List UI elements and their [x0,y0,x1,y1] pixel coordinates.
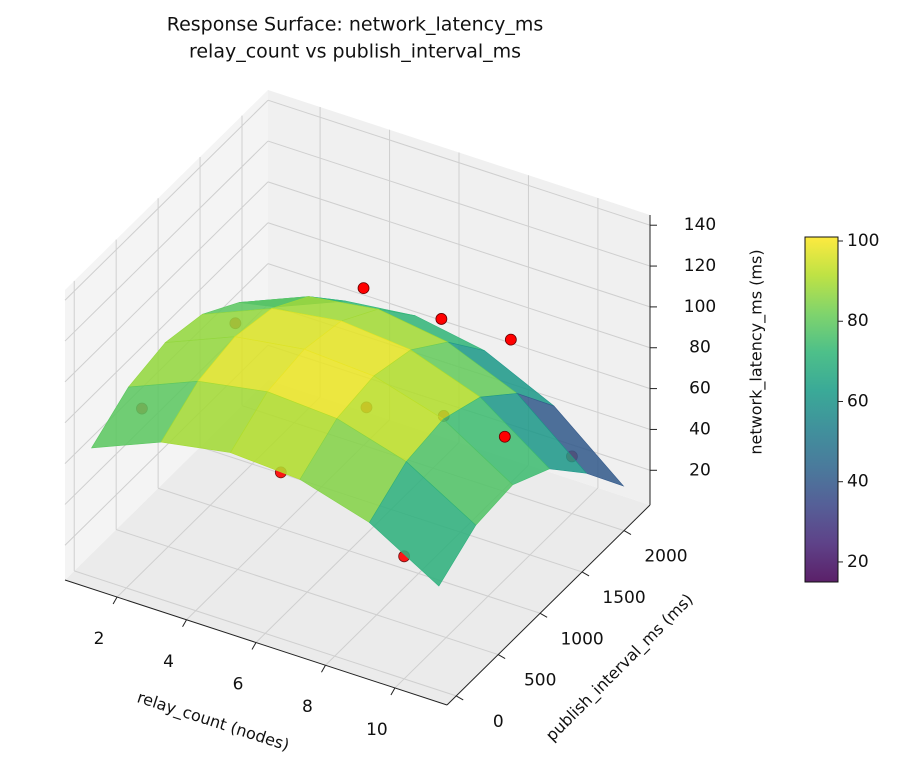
x-tick-label: 8 [302,697,313,717]
z-tick-label: 60 [689,379,711,399]
grid-line [74,570,457,697]
grid-line [64,181,269,383]
y-tick-label: 2000 [644,547,687,567]
y-tick [539,612,548,618]
colorbar [804,236,839,583]
z-tick-label: 100 [684,297,716,317]
y-axis [446,504,651,706]
grid-line [267,140,651,267]
grid-line [394,487,599,689]
x-axis-label: relay_count (nodes) [135,687,292,755]
y-tick-label: 1000 [560,629,603,649]
z-tick-label: 80 [689,338,711,358]
grid-line [267,181,651,308]
grid-line [64,222,269,424]
grid-line [64,99,269,301]
chart-subtitle: relay_count vs publish_interval_ms [189,41,521,63]
data-point [498,430,511,443]
z-tick-label: 120 [684,256,716,276]
y-tick [623,530,632,536]
y-tick [581,571,590,577]
grid-line [116,529,499,656]
colorbar-tick-label: 100 [847,231,879,251]
colorbar-tick-label: 80 [847,311,869,331]
z-axis-label: network_latency_ms (ms) [747,249,767,454]
data-point [504,333,517,346]
x-tick [112,596,118,605]
x-tick [182,619,187,628]
z-tick-label: 40 [689,419,711,439]
surface-patch [369,461,477,587]
grid-line [64,140,269,342]
x-tick [390,687,396,696]
colorbar-tick-label: 40 [847,472,869,492]
z-tick-label: 20 [689,460,711,480]
y-tick-label: 500 [524,671,556,691]
y-tick [455,695,464,701]
x-axis [64,579,448,706]
y-tick [497,654,506,660]
x-tick-label: 2 [94,629,105,649]
grid-line [267,222,651,349]
grid-line [267,99,651,226]
x-tick-label: 4 [163,652,174,672]
data-point [435,313,448,325]
x-tick-label: 6 [233,675,244,695]
x-tick [251,642,257,650]
data-point [357,282,370,295]
grid-line [157,487,541,614]
colorbar-tick-label: 20 [847,552,869,572]
colorbar-tick-label: 60 [847,391,869,411]
x-tick [321,664,326,673]
y-tick-label: 0 [493,712,504,732]
z-tick-label: 140 [684,215,716,235]
y-tick-label: 1500 [602,588,645,608]
y-axis-label: publish_interval_ms (ms) [542,590,698,746]
chart-title: Response Surface: network_latency_ms [167,14,543,36]
x-tick-label: 10 [366,720,388,740]
grid-line [267,263,651,390]
